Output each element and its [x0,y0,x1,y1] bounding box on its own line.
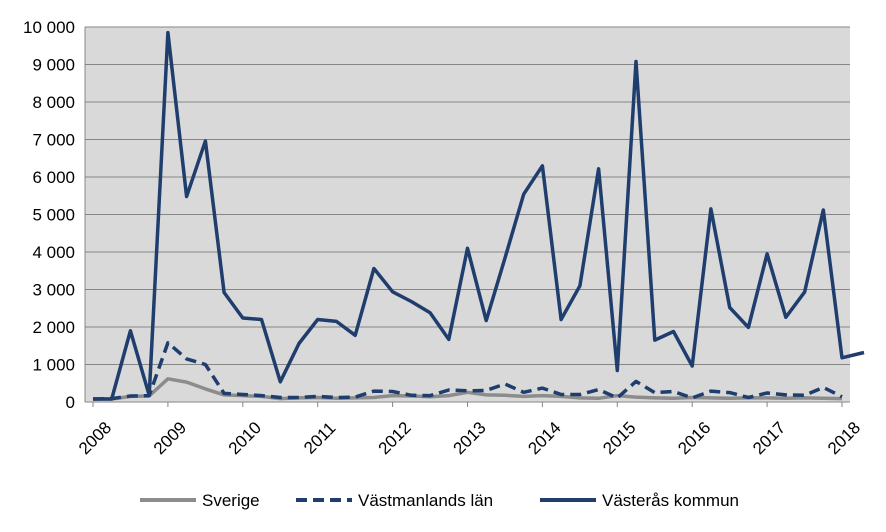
x-tick-label: 2011 [300,418,339,457]
x-tick-label: 2009 [150,418,190,458]
legend-item-vastmanlands-lan: Västmanlands län [296,491,493,510]
legend-item-vasteras-kommun: Västerås kommun [540,491,739,510]
y-tick-label: 4 000 [32,243,75,262]
series-lines [92,30,865,401]
y-tick-label: 2 000 [32,318,75,337]
y-tick-label: 7 000 [32,131,75,150]
y-tick-label: 8 000 [32,93,75,112]
x-tick-label: 2013 [450,418,490,458]
legend: Sverige Västmanlands län Västerås kommun [140,491,739,510]
y-tick-label: 1 000 [32,356,75,375]
x-tick-label: 2017 [749,418,789,458]
y-tick-label: 5 000 [32,206,75,225]
series-line-vasteras-kommun [93,30,865,401]
x-tick-label: 2015 [599,418,639,458]
x-axis-tick-labels: 2008 2009 2010 2011 2012 2013 2014 2015 2016 2017… [75,402,864,458]
series-line-sverige [93,377,843,401]
y-tick-label: 10 000 [23,18,75,37]
y-axis-tick-labels: 0 1 000 2 000 3 000 4 000 5 000 6 000 7 000 8 00… [23,18,75,412]
legend-label-vasteras-kommun: Västerås kommun [602,491,739,510]
series-line-vastmanlands-lan [92,341,843,401]
y-tick-label: 0 [66,393,75,412]
x-tick-label: 2008 [75,418,115,458]
legend-label-vastmanlands-lan: Västmanlands län [358,491,493,510]
y-tick-label: 9 000 [32,56,75,75]
y-tick-label: 6 000 [32,168,75,187]
x-tick-label: 2012 [375,418,415,458]
x-tick-label: 2018 [824,418,864,458]
x-tick-label: 2014 [524,418,564,458]
gridlines [85,26,850,365]
x-tick-label: 2016 [674,418,714,458]
legend-label-sverige: Sverige [202,491,260,510]
x-tick-label: 2010 [225,418,265,458]
legend-item-sverige: Sverige [140,491,260,510]
y-tick-label: 3 000 [32,281,75,300]
